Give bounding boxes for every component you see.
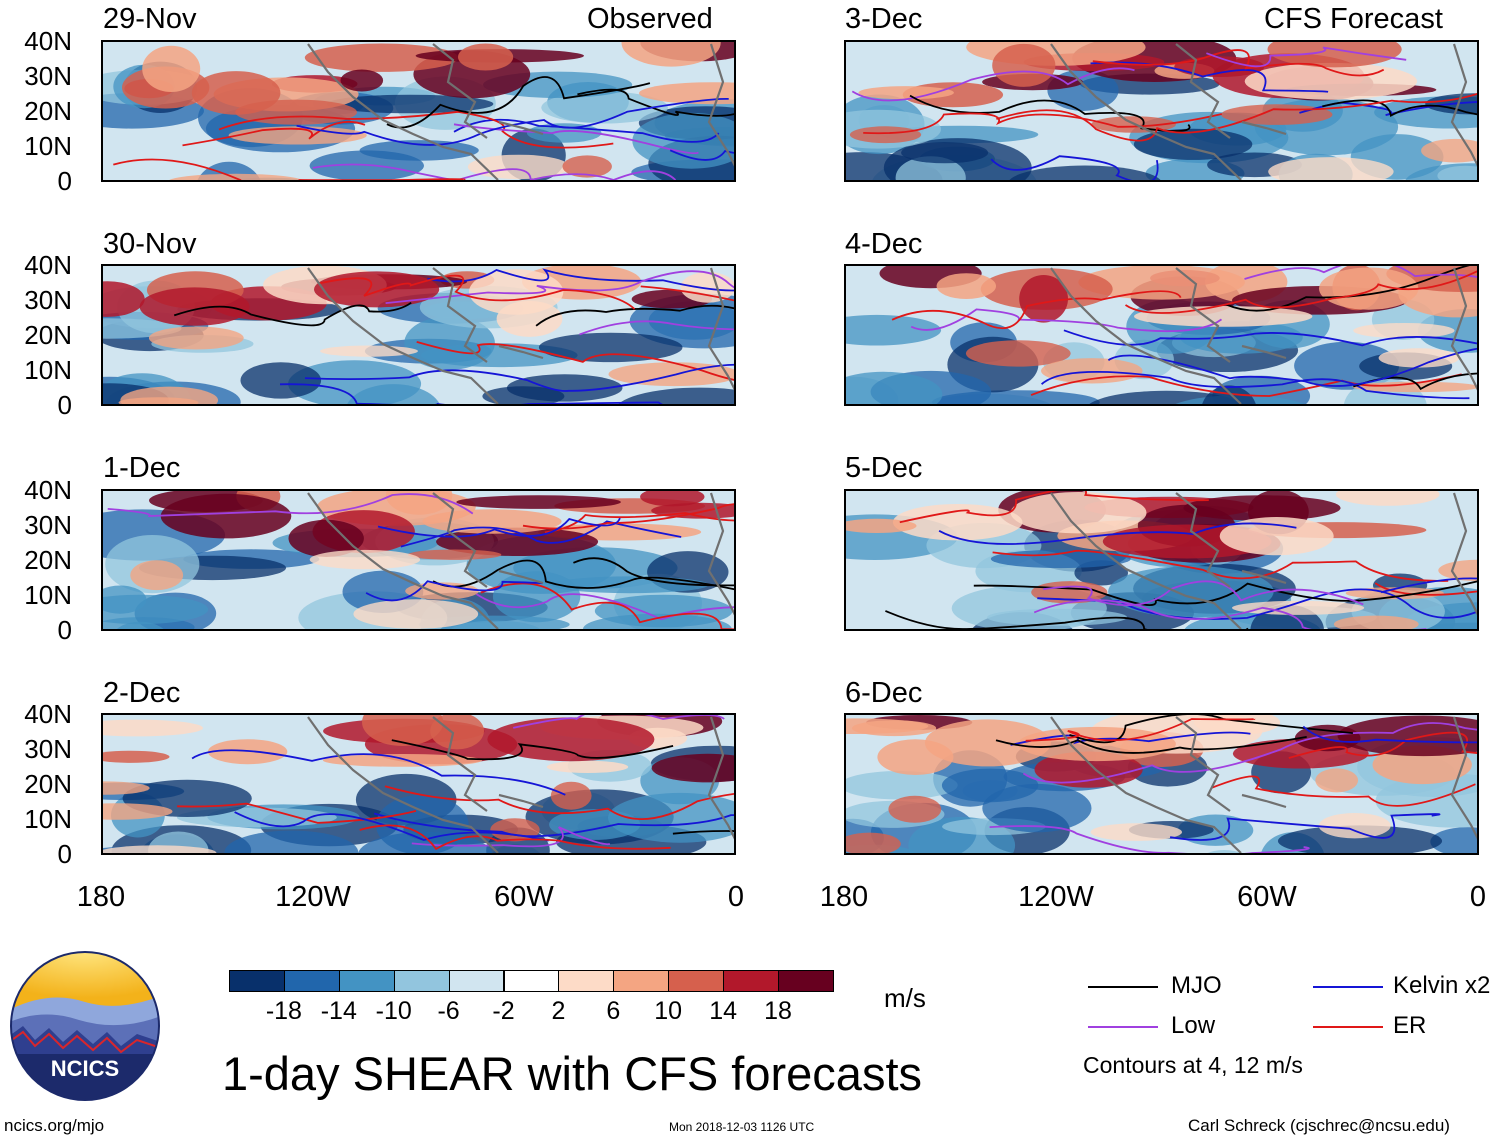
lat-label-40n: 40N — [24, 250, 72, 280]
colorbar-swatch — [448, 970, 505, 992]
colorbar-tick-label: 2 — [551, 997, 566, 1025]
panel-title-left-1: 29-Nov — [103, 3, 197, 35]
map-panel-right-1 — [844, 40, 1479, 182]
legend-kelvin-label: Kelvin x2 — [1393, 972, 1491, 999]
lat-label-20n: 20N — [24, 320, 72, 350]
colorbar-tick-label: 6 — [606, 997, 621, 1025]
panel-title-right-2: 4-Dec — [845, 228, 923, 260]
lon-label-120w: 120W — [275, 881, 351, 913]
colorbar-swatch — [778, 970, 834, 992]
legend-mjo-label: MJO — [1171, 972, 1222, 999]
colorbar-tick-label: -14 — [320, 997, 357, 1025]
panel-title-right-3: 5-Dec — [845, 452, 923, 484]
map-panel-left-2 — [101, 264, 736, 406]
panel-title-left-2: 30-Nov — [103, 228, 197, 260]
colorbar-swatch — [283, 970, 340, 992]
lat-label-10n: 10N — [24, 131, 72, 161]
lat-label-10n: 10N — [24, 804, 72, 834]
lon-label-0: 0 — [727, 881, 745, 913]
colorbar-tick-label: 10 — [654, 997, 683, 1025]
panel-title-right-4: 6-Dec — [845, 677, 923, 709]
lat-label-20n: 20N — [24, 545, 72, 575]
lat-label-10n: 10N — [24, 580, 72, 610]
lon-label-0: 0 — [1469, 881, 1487, 913]
lat-label-0: 0 — [57, 839, 72, 869]
colorbar-swatch — [338, 970, 395, 992]
legend-contour-note: Contours at 4, 12 m/s — [1083, 1052, 1303, 1078]
lat-label-30n: 30N — [24, 61, 72, 91]
legend-kelvin-line — [1313, 986, 1383, 988]
lat-label-40n: 40N — [24, 26, 72, 56]
logo-text: NCICS — [51, 1056, 119, 1081]
cfs-forecast-label: CFS Forecast — [1264, 3, 1443, 35]
lon-label-60w: 60W — [1237, 881, 1297, 913]
lat-label-40n: 40N — [24, 475, 72, 505]
colorbar-swatch — [613, 970, 670, 992]
footer-author: Carl Schreck (cjschrec@ncsu.edu) — [1188, 1116, 1450, 1135]
panel-title-right-1: 3-Dec — [845, 3, 923, 35]
map-panel-right-3 — [844, 489, 1479, 631]
lon-label-60w: 60W — [494, 881, 554, 913]
lat-label-30n: 30N — [24, 510, 72, 540]
colorbar-tick-label: 18 — [764, 997, 792, 1025]
colorbar-swatch — [558, 970, 615, 992]
panel-title-left-4: 2-Dec — [103, 677, 181, 709]
colorbar-swatch — [393, 970, 450, 992]
colorbar-tick-label: -10 — [375, 997, 412, 1025]
lat-label-40n: 40N — [24, 699, 72, 729]
map-panel-right-4 — [844, 713, 1479, 855]
lon-label-180: 180 — [76, 881, 126, 913]
lat-label-30n: 30N — [24, 285, 72, 315]
colorbar-units: m/s — [884, 983, 926, 1013]
lat-label-20n: 20N — [24, 769, 72, 799]
observed-label: Observed — [587, 3, 713, 35]
legend-low-line — [1088, 1026, 1158, 1028]
colorbar-tick-label: -2 — [492, 997, 515, 1025]
colorbar-swatch — [668, 970, 725, 992]
colorbar-tick-label: -6 — [437, 997, 460, 1025]
colorbar-swatch — [723, 970, 779, 992]
map-panel-right-2 — [844, 264, 1479, 406]
panel-title-left-3: 1-Dec — [103, 452, 181, 484]
legend-er-line — [1313, 1026, 1383, 1028]
footer-timestamp: Mon 2018-12-03 1126 UTC — [669, 1120, 815, 1134]
colorbar-swatch — [229, 970, 285, 992]
map-panel-left-3 — [101, 489, 736, 631]
legend-mjo-line — [1088, 986, 1158, 988]
legend-low-label: Low — [1171, 1012, 1216, 1039]
lat-label-0: 0 — [57, 166, 72, 196]
lat-label-30n: 30N — [24, 734, 72, 764]
ncics-logo: NCICS — [9, 950, 161, 1102]
lon-label-180: 180 — [819, 881, 869, 913]
lon-label-120w: 120W — [1018, 881, 1094, 913]
lat-label-0: 0 — [57, 390, 72, 420]
colorbar-tick-label: 14 — [709, 997, 737, 1025]
legend-er-label: ER — [1393, 1012, 1427, 1039]
colorbar-tick-label: -18 — [265, 997, 302, 1025]
footer-site-link[interactable]: ncics.org/mjo — [4, 1116, 105, 1135]
lat-label-20n: 20N — [24, 96, 72, 126]
lat-label-0: 0 — [57, 615, 72, 645]
map-panel-left-1 — [101, 40, 736, 182]
lat-label-10n: 10N — [24, 355, 72, 385]
colorbar-swatch — [503, 970, 560, 992]
figure-title: 1-day SHEAR with CFS forecasts — [222, 1047, 922, 1100]
map-panel-left-4 — [101, 713, 736, 855]
